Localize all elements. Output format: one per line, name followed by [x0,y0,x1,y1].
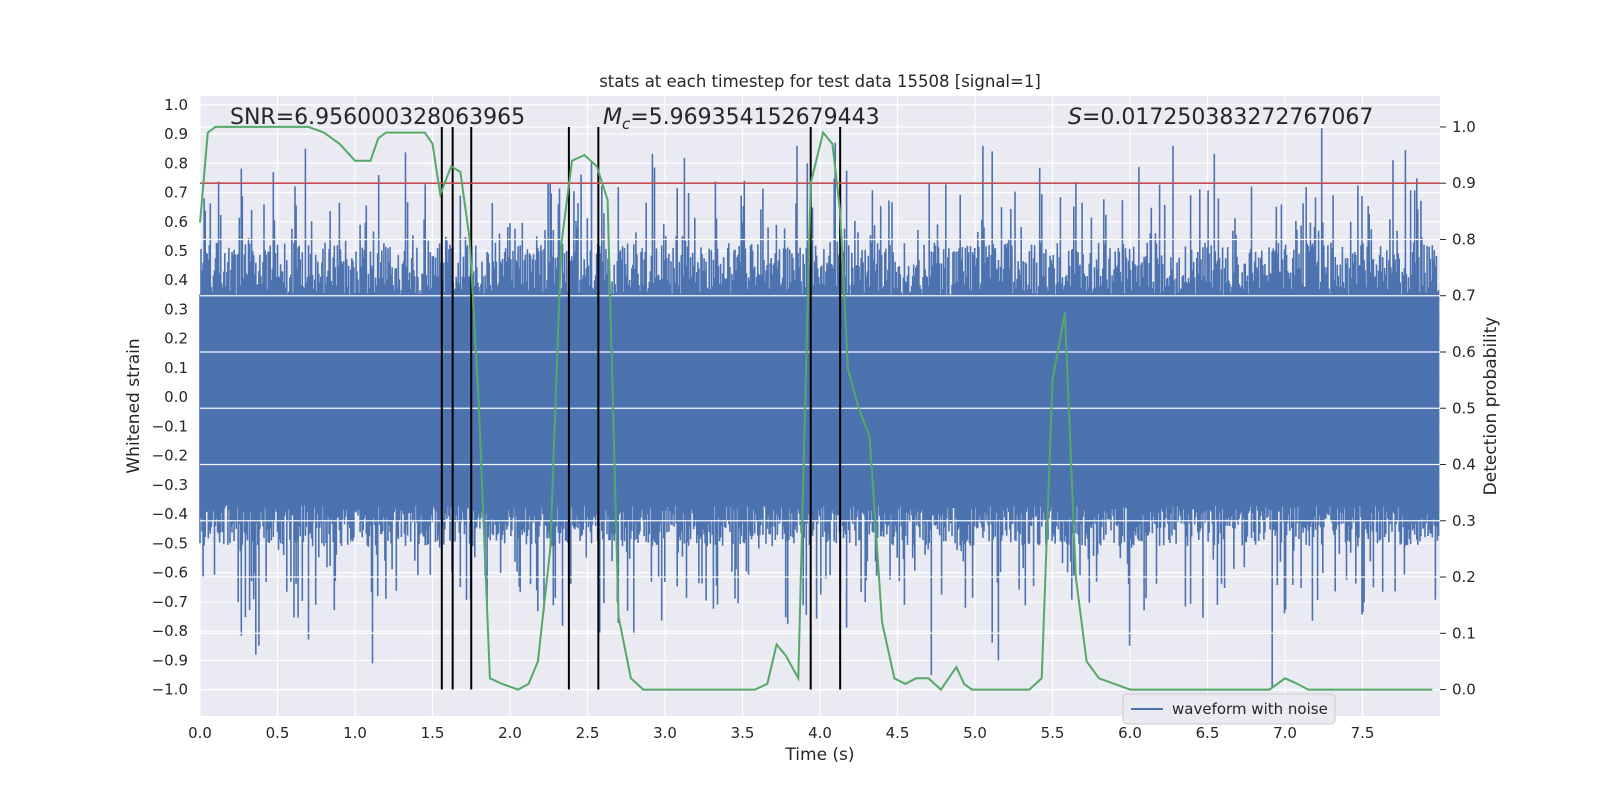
legend-box [1122,693,1336,725]
y-right-tick-label: 0.8 [1452,230,1476,248]
y-right-tick-label: 0.4 [1452,456,1476,474]
y-right-tick-label: 0.1 [1452,624,1476,642]
x-tick-label: 2.5 [576,724,600,742]
y-left-tick-label: 0.0 [164,388,188,406]
y-left-tick-label: −0.2 [152,447,188,465]
x-tick-label: 3.5 [731,724,755,742]
mc-value: =5.969354152679443 [630,105,879,130]
y-left-tick-label: 0.5 [164,242,188,260]
y-left-tick-label: −0.8 [152,622,188,640]
x-tick-label: 6.0 [1118,724,1142,742]
y-right-tick-label: 0.7 [1452,287,1476,305]
y-left-tick-label: −0.1 [152,417,188,435]
y-right-tick-label: 0.0 [1452,681,1476,699]
y-axis-left-label: Whitened strain [124,338,144,473]
y-right-tick-label: 0.5 [1452,399,1476,417]
y-right-tick-label: 0.6 [1452,343,1476,361]
chirp-mass-annotation: Mc=5.969354152679443 [603,105,880,133]
y-left-tick-label: 1.0 [164,96,188,114]
waveform-series [199,128,1440,687]
y-left-tick-label: −0.4 [152,505,188,523]
y-right-tick-label: 0.2 [1452,568,1476,586]
y-left-tick-label: −0.9 [152,651,188,669]
x-tick-label: 5.5 [1041,724,1065,742]
y-left-tick-label: 0.4 [164,271,188,289]
s-annotation: S=0.017250383272767067 [1068,105,1373,130]
x-tick-label: 0.5 [266,724,290,742]
y-left-tick-label: −0.3 [152,476,188,494]
x-tick-label: 7.5 [1351,724,1375,742]
y-left-tick-label: −0.5 [152,534,188,552]
mc-subscript: c [622,115,631,133]
mc-symbol: M [603,105,622,130]
s-value: =0.017250383272767067 [1082,105,1373,130]
x-tick-label: 1.0 [343,724,367,742]
y-left-tick-label: −0.7 [152,593,188,611]
snr-annotation: SNR=6.956000328063965 [230,105,525,130]
x-axis-label: Time (s) [784,745,854,765]
y-left-tick-label: −1.0 [152,681,188,699]
y-left-tick-label: 0.1 [164,359,188,377]
detection-probability-series [199,125,1433,692]
detection-probability-line [199,125,1433,692]
chart-title: stats at each timestep for test data 155… [599,72,1041,91]
y-right-tick-label: 0.3 [1452,512,1476,530]
legend: waveform with noise [1122,693,1336,725]
x-tick-label: 4.0 [808,724,832,742]
x-tick-label: 4.5 [886,724,910,742]
y-left-tick-label: 0.3 [164,300,188,318]
y-right-tick-label: 1.0 [1452,118,1476,136]
x-tick-label: 7.0 [1273,724,1297,742]
x-tick-label: 3.0 [653,724,677,742]
legend-label: waveform with noise [1172,700,1328,718]
y-left-tick-label: 0.6 [164,213,188,231]
x-tick-label: 1.5 [421,724,445,742]
x-tick-label: 2.0 [498,724,522,742]
waveform-core-band [200,294,1439,500]
y-left-tick-label: 0.7 [164,184,188,202]
y-left-tick-label: 0.9 [164,125,188,143]
y-right-tick-label: 0.9 [1452,174,1476,192]
x-tick-label: 6.5 [1196,724,1220,742]
s-symbol: S [1068,105,1082,130]
y-left-tick-label: 0.2 [164,330,188,348]
x-tick-label: 0.0 [188,724,212,742]
ticks: 0.0 0.5 1.0 1.5 2.0 2.5 3.0 3.5 4.0 4.5 5.0 5.5 6.0 6… [152,96,1476,742]
x-tick-label: 5.0 [963,724,987,742]
y-axis-right-label: Detection probability [1481,317,1501,496]
y-left-tick-label: −0.6 [152,564,188,582]
y-left-tick-label: 0.8 [164,154,188,172]
